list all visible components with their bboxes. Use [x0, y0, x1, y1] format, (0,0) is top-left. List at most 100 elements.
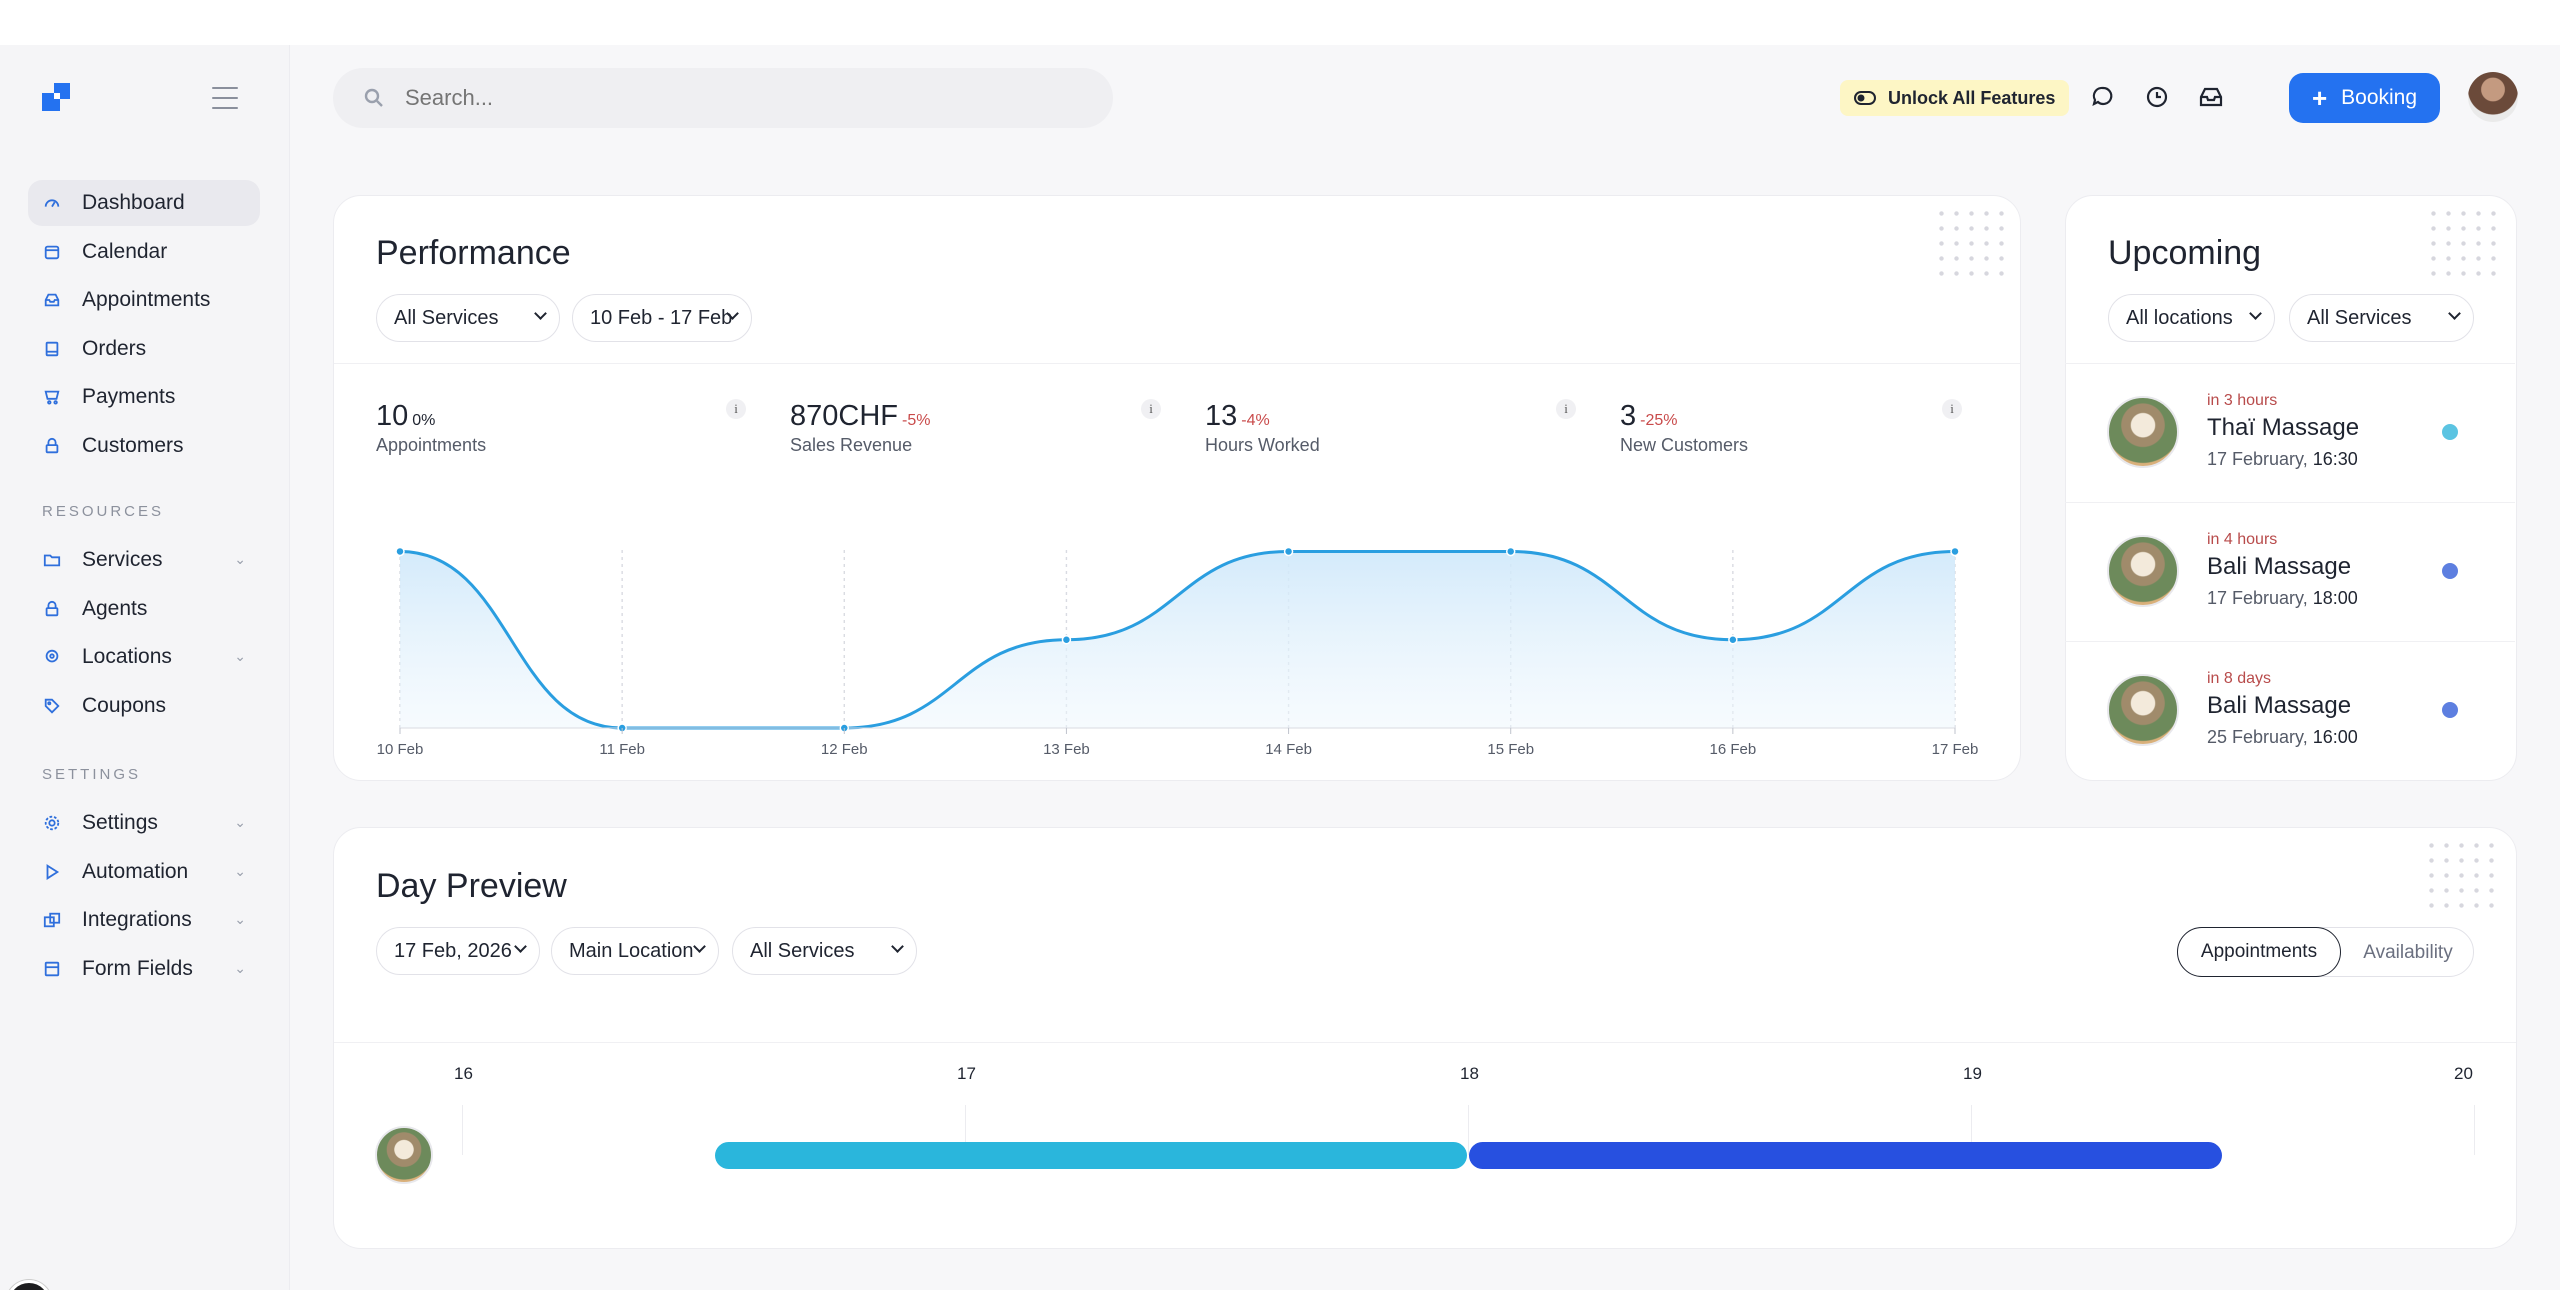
- info-icon[interactable]: i: [1141, 399, 1161, 419]
- x-tick-label: 13 Feb: [1043, 741, 1090, 758]
- sidebar-item-label: Coupons: [82, 693, 167, 717]
- sidebar-item-calendar[interactable]: Calendar: [28, 229, 260, 275]
- chevron-down-icon[interactable]: ⌄: [234, 911, 246, 928]
- hour-label: 20: [2454, 1064, 2473, 1083]
- upcoming-location-select[interactable]: All locations: [2108, 294, 2275, 342]
- search-input[interactable]: [405, 85, 1005, 111]
- day-preview-location-select[interactable]: Main Location: [551, 927, 719, 975]
- hour-label: 17: [957, 1064, 976, 1083]
- sidebar-item-orders[interactable]: Orders: [28, 326, 260, 372]
- timeline-bar[interactable]: [1469, 1142, 2222, 1169]
- sidebar-item-integrations[interactable]: Integrations ⌄: [28, 897, 260, 943]
- chat-icon[interactable]: [2088, 82, 2118, 112]
- app-logo[interactable]: [42, 83, 70, 111]
- sidebar-item-customers[interactable]: Customers: [28, 423, 260, 469]
- decorative-dots: [2424, 838, 2504, 918]
- settings-nav: Settings ⌄ Automation ⌄ Integrations ⌄ F…: [28, 800, 260, 994]
- inbox-icon[interactable]: [2196, 82, 2226, 112]
- sidebar-item-automation[interactable]: Automation ⌄: [28, 849, 260, 895]
- chevron-down-icon: [891, 940, 904, 953]
- resources-nav: Services ⌄ Agents Locations ⌄ Coupons: [28, 537, 260, 731]
- sidebar-item-label: Calendar: [82, 239, 168, 263]
- sidebar-item-label: Orders: [82, 336, 147, 360]
- sidebar-item-agents[interactable]: Agents: [28, 586, 260, 632]
- sidebar-item-locations[interactable]: Locations ⌄: [28, 634, 260, 680]
- menu-toggle-icon[interactable]: [212, 87, 238, 109]
- unlock-features-button[interactable]: Unlock All Features: [1840, 80, 2070, 116]
- hour-gridline: [1971, 1105, 1972, 1155]
- chevron-down-icon: [693, 940, 706, 953]
- dashboard-icon: [42, 193, 62, 213]
- data-point[interactable]: [1505, 546, 1516, 557]
- hour-gridline: [965, 1105, 966, 1155]
- metric-sales-revenue: 870CHF -5% Sales Revenue: [790, 400, 930, 456]
- appointment-time: 16:30: [2312, 449, 2358, 469]
- sidebar: Dashboard Calendar Appointments Orders P…: [0, 45, 290, 1290]
- folder-icon: [42, 550, 62, 570]
- chevron-down-icon: [534, 307, 547, 320]
- chevron-down-icon[interactable]: ⌄: [234, 551, 246, 567]
- inbox-icon: [42, 290, 62, 310]
- upcoming-appointment[interactable]: in 3 hours Thaï Massage 17 February, 16:…: [2065, 364, 2515, 502]
- sidebar-item-form-fields[interactable]: Form Fields ⌄: [28, 946, 260, 992]
- hour-label: 16: [454, 1064, 473, 1083]
- metric-label: Sales Revenue: [790, 435, 913, 455]
- hour-gridline: [462, 1105, 463, 1155]
- data-point[interactable]: [1061, 634, 1072, 645]
- metric-change: 0%: [412, 412, 436, 429]
- sidebar-item-label: Customers: [82, 433, 184, 457]
- appointment-date: 25 February, 16:00: [2207, 727, 2358, 748]
- info-icon[interactable]: i: [1942, 399, 1962, 419]
- plus-icon: +: [2311, 82, 2328, 113]
- sidebar-item-appointments[interactable]: Appointments: [28, 277, 260, 323]
- x-tick-label: 15 Feb: [1487, 741, 1534, 758]
- sidebar-item-payments[interactable]: Payments: [28, 374, 260, 420]
- sidebar-item-coupons[interactable]: Coupons: [28, 683, 260, 729]
- hour-label: 18: [1460, 1064, 1479, 1083]
- appointments-toggle[interactable]: Appointments: [2177, 927, 2341, 977]
- chevron-down-icon[interactable]: ⌄: [234, 814, 246, 830]
- chevron-down-icon[interactable]: ⌄: [234, 959, 246, 976]
- agent-icon: [42, 599, 62, 619]
- upcoming-appointment[interactable]: in 4 hours Bali Massage 17 February, 18:…: [2065, 503, 2515, 641]
- appointment-service: Bali Massage: [2207, 553, 2352, 580]
- service-avatar: [2107, 535, 2179, 607]
- sidebar-item-label: Locations: [82, 645, 172, 669]
- info-icon[interactable]: i: [726, 399, 746, 419]
- eye-icon: [1854, 91, 1876, 105]
- metric-hours-worked: 13 -4% Hours Worked: [1205, 400, 1320, 456]
- decorative-dots: [1934, 206, 2014, 286]
- info-icon[interactable]: i: [1556, 399, 1576, 419]
- day-preview-date-select[interactable]: 17 Feb, 2026: [376, 927, 540, 975]
- data-point[interactable]: [1728, 634, 1738, 645]
- main-nav: Dashboard Calendar Appointments Orders P…: [28, 180, 260, 472]
- day-preview-service-select[interactable]: All Services: [732, 927, 917, 975]
- user-avatar[interactable]: [2468, 72, 2518, 122]
- new-booking-button[interactable]: + Booking: [2289, 73, 2440, 123]
- upcoming-appointment[interactable]: in 8 days Bali Massage 25 February, 16:0…: [2065, 642, 2515, 780]
- search-icon: [364, 88, 383, 107]
- sidebar-item-dashboard[interactable]: Dashboard: [28, 180, 260, 226]
- sidebar-item-settings[interactable]: Settings ⌄: [28, 800, 260, 846]
- data-point[interactable]: [1950, 546, 1960, 557]
- performance-date-select[interactable]: 10 Feb - 17 Feb: [572, 294, 752, 342]
- chevron-down-icon[interactable]: ⌄: [234, 862, 246, 879]
- data-point[interactable]: [395, 546, 405, 557]
- appointment-time: 18:00: [2312, 588, 2358, 608]
- sidebar-item-services[interactable]: Services ⌄: [28, 537, 260, 583]
- performance-service-select[interactable]: All Services: [376, 294, 560, 342]
- chevron-down-icon[interactable]: ⌄: [234, 648, 246, 665]
- status-dot: [2442, 702, 2458, 718]
- upcoming-service-select[interactable]: All Services: [2289, 294, 2474, 342]
- metric-value: 3: [1620, 400, 1637, 432]
- data-point[interactable]: [1283, 546, 1294, 557]
- sidebar-item-label: Form Fields: [82, 956, 193, 980]
- hour-gridline: [1468, 1105, 1469, 1155]
- metric-value: 13: [1205, 400, 1238, 432]
- timeline-bar[interactable]: [714, 1142, 1467, 1169]
- clock-icon[interactable]: [2142, 82, 2172, 112]
- search-bar[interactable]: [333, 68, 1113, 128]
- x-tick-label: 16 Feb: [1710, 741, 1757, 758]
- availability-toggle[interactable]: Availability: [2363, 942, 2453, 963]
- sidebar-item-label: Services: [82, 548, 163, 571]
